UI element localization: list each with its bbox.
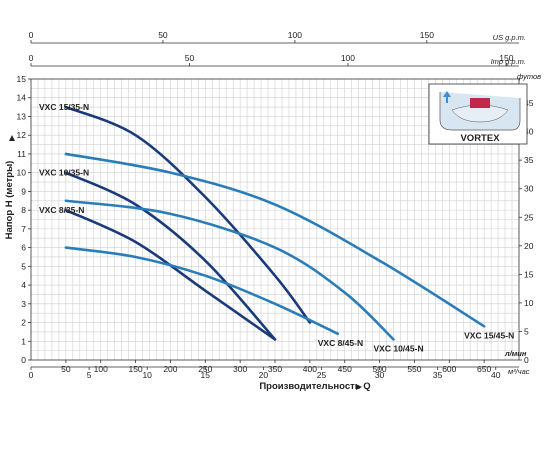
x-m3h-tick-label: 25 bbox=[317, 370, 327, 380]
x-m3h-tick-label: 10 bbox=[142, 370, 152, 380]
top-unit-impgpm: Imp g.p.m. bbox=[491, 57, 526, 66]
x-unit-m3h: м³/час bbox=[508, 367, 530, 376]
x-tick-label: 50 bbox=[61, 364, 71, 374]
x-tick-label: 200 bbox=[163, 364, 177, 374]
y-right-tick-label: 40 bbox=[524, 127, 534, 137]
y-right-tick-label: 30 bbox=[524, 184, 534, 194]
outlet-arrowhead-icon bbox=[443, 91, 451, 97]
x-axis-title: Производительность Q bbox=[259, 381, 370, 392]
y-tick-label: 5 bbox=[21, 261, 26, 271]
x-tick-label: 300 bbox=[233, 364, 247, 374]
y-tick-label: 15 bbox=[17, 74, 27, 84]
y-tick-label: 11 bbox=[17, 149, 26, 159]
x-unit-lmin: л/мин bbox=[504, 349, 527, 358]
y-tick-label: 6 bbox=[21, 243, 26, 253]
y-right-tick-label: 25 bbox=[524, 212, 534, 222]
right-axis-unit: футов bbox=[517, 72, 541, 81]
top-unit-usgpm: US g.p.m. bbox=[493, 33, 526, 42]
x-m3h-tick-label: 15 bbox=[201, 370, 211, 380]
y-tick-label: 0 bbox=[21, 355, 26, 365]
top-usgpm-tick-label: 0 bbox=[29, 30, 34, 40]
series-line-vxc-15-35-n bbox=[64, 105, 312, 324]
inset-label: VORTEX bbox=[460, 133, 500, 144]
x-tick-label: 600 bbox=[442, 364, 456, 374]
y-axis-title: Напор H (метры) bbox=[4, 161, 15, 240]
series-line-vxc-15-45-n bbox=[64, 152, 486, 328]
y-right-tick-label: 20 bbox=[524, 241, 534, 251]
top-impgpm-tick-label: 50 bbox=[185, 53, 195, 63]
y-tick-label: 12 bbox=[17, 130, 27, 140]
x-tick-label: 350 bbox=[268, 364, 282, 374]
series-labels: VXC 15/35-N VXC 10/35-N VXC 8/35-N VXC 15/4… bbox=[39, 102, 514, 353]
y-tick-label: 2 bbox=[21, 318, 26, 328]
x-m3h-tick-label: 0 bbox=[29, 370, 34, 380]
impeller-icon bbox=[470, 98, 490, 108]
series-line-vxc-10-45-n bbox=[64, 199, 395, 341]
top-impgpm-tick-label: 0 bbox=[29, 53, 34, 63]
y-right-tick-label: 15 bbox=[524, 269, 534, 279]
y-tick-label: 13 bbox=[17, 111, 27, 121]
series-label-vxc-10-45-n: VXC 10/45-N bbox=[374, 343, 424, 353]
top-impgpm-tick-label: 150 bbox=[499, 53, 513, 63]
x-tick-label: 150 bbox=[128, 364, 142, 374]
series-label-vxc-10-35-n: VXC 10/35-N bbox=[39, 168, 89, 178]
x-m3h-tick-label: 35 bbox=[433, 370, 443, 380]
y-tick-label: 10 bbox=[17, 168, 27, 178]
series-label-vxc-15-35-n: VXC 15/35-N bbox=[39, 102, 89, 112]
x-tick-label: 550 bbox=[407, 364, 421, 374]
x-m3h-tick-label: 40 bbox=[491, 370, 501, 380]
y-right-tick-label: 45 bbox=[524, 98, 534, 108]
axes: 0123456789101112131415051015202530354045… bbox=[17, 30, 534, 380]
top-impgpm-tick-label: 100 bbox=[341, 53, 355, 63]
series-label-vxc-15-45-n: VXC 15/45-N bbox=[464, 330, 514, 340]
series-line-vxc-8-45-n bbox=[64, 246, 340, 336]
y-tick-label: 9 bbox=[21, 186, 26, 196]
x-tick-label: 650 bbox=[477, 364, 491, 374]
y-right-tick-label: 35 bbox=[524, 155, 534, 165]
x-m3h-tick-label: 20 bbox=[259, 370, 269, 380]
y-right-tick-label: 5 bbox=[524, 326, 529, 336]
x-axis-arrow-icon bbox=[356, 384, 362, 390]
series-line-vxc-10-35-n bbox=[64, 171, 277, 341]
series-label-vxc-8-35-n: VXC 8/35-N bbox=[39, 205, 84, 215]
top-usgpm-tick-label: 150 bbox=[420, 30, 434, 40]
series-label-vxc-8-45-n: VXC 8/45-N bbox=[318, 338, 363, 348]
series-group bbox=[64, 105, 486, 341]
x-tick-label: 100 bbox=[94, 364, 108, 374]
x-tick-label: 450 bbox=[338, 364, 352, 374]
x-m3h-tick-label: 30 bbox=[375, 370, 385, 380]
top-usgpm-tick-label: 100 bbox=[288, 30, 302, 40]
y-right-tick-label: 10 bbox=[524, 298, 534, 308]
series-line-vxc-8-35-n bbox=[64, 208, 277, 341]
y-tick-label: 1 bbox=[21, 336, 26, 346]
y-tick-label: 3 bbox=[21, 299, 26, 309]
y-axis-arrow-icon bbox=[9, 135, 15, 141]
x-m3h-tick-label: 5 bbox=[87, 370, 92, 380]
top-usgpm-tick-label: 50 bbox=[158, 30, 168, 40]
y-tick-label: 14 bbox=[17, 93, 27, 103]
y-tick-label: 7 bbox=[21, 224, 26, 234]
vortex-inset: VORTEX bbox=[428, 83, 528, 145]
y-right-tick-label: 0 bbox=[524, 355, 529, 365]
y-tick-label: 4 bbox=[21, 280, 26, 290]
y-tick-label: 8 bbox=[21, 205, 26, 215]
x-tick-label: 400 bbox=[303, 364, 317, 374]
